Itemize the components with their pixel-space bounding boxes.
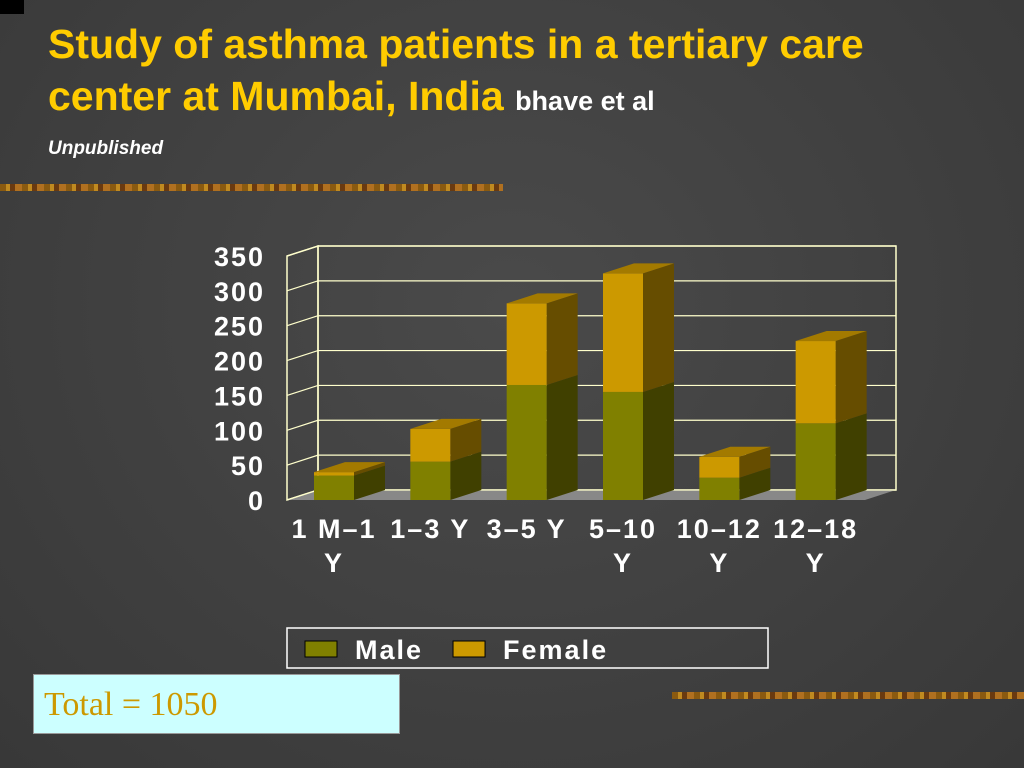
- decor-stripe: [0, 184, 503, 191]
- grid-line: [286, 245, 896, 257]
- x-tick-label: 10–12 Y: [676, 514, 762, 578]
- bar-front: [699, 477, 740, 500]
- y-tick-label: 50: [231, 451, 265, 481]
- bar-segment: [699, 467, 771, 500]
- bar-side: [546, 293, 578, 385]
- bar-side: [835, 413, 867, 500]
- legend-label: Female: [503, 635, 608, 665]
- bar-segment: [506, 293, 578, 385]
- bar-side: [450, 451, 482, 500]
- legend-label: Male: [355, 635, 423, 665]
- bar-front: [410, 461, 451, 500]
- bar-side: [546, 374, 578, 500]
- y-tick-label: 350: [214, 242, 265, 272]
- bar-front: [795, 341, 836, 424]
- y-tick-label: 0: [248, 486, 265, 516]
- x-tick-label: 5–10 Y: [588, 514, 658, 578]
- bar-segment: [699, 446, 771, 478]
- bar-side: [354, 462, 385, 476]
- grid-line: [286, 349, 896, 362]
- bar-front: [410, 428, 451, 462]
- bar-segment: [410, 451, 482, 500]
- authors: bhave et al: [515, 86, 655, 117]
- x-tick-label: 1 M–1 Y: [291, 514, 377, 578]
- x-tick-label: 12–18 Y: [773, 514, 859, 578]
- bar-side: [450, 418, 482, 462]
- bar-side: [739, 446, 771, 478]
- bar-front: [699, 456, 740, 478]
- bar-front: [603, 391, 643, 500]
- bar-top: [603, 263, 674, 274]
- y-tick-label: 150: [214, 381, 265, 411]
- grid-line: [286, 280, 896, 292]
- grid-line: [286, 419, 896, 431]
- bar-side: [643, 381, 674, 500]
- bar-front: [603, 273, 643, 392]
- side-wall: [286, 244, 319, 502]
- bar-side: [835, 331, 867, 424]
- bar-segment: [603, 381, 674, 500]
- y-tick-label: 200: [214, 347, 265, 377]
- bar-side: [354, 465, 385, 500]
- slide-title: Study of asthma patients in a tertiary c…: [48, 18, 978, 122]
- y-tick-label: 100: [214, 416, 265, 446]
- bar-segment: [506, 374, 578, 500]
- corner-mark: [0, 0, 24, 14]
- legend-swatch: [452, 640, 486, 658]
- bar-front: [506, 303, 547, 385]
- bar-segment: [795, 331, 867, 424]
- bar-front: [314, 472, 354, 476]
- bar-front: [314, 475, 354, 500]
- bar-top: [410, 418, 482, 429]
- bar-side: [643, 263, 674, 392]
- title-text: Study of asthma patients in a tertiary c…: [48, 21, 864, 120]
- legend-swatch: [304, 640, 338, 658]
- grid-line: [286, 315, 896, 327]
- bar-front: [795, 423, 836, 500]
- bar-segment: [795, 413, 867, 500]
- bar-segment: [410, 418, 482, 462]
- bar-top: [795, 331, 867, 342]
- x-tick-label: 1–3 Y: [390, 514, 471, 544]
- grid-line: [286, 454, 896, 466]
- y-tick-label: 300: [214, 277, 265, 307]
- bar-segment: [314, 462, 385, 476]
- bar-segment: [314, 465, 385, 500]
- grid-line: [286, 384, 896, 396]
- bar-top: [314, 462, 385, 473]
- legend-box: [286, 627, 769, 669]
- total-box: Total = 1050: [33, 674, 400, 734]
- bar-front: [506, 384, 547, 500]
- decor-stripe: [672, 692, 1024, 699]
- y-tick-label: 250: [214, 312, 265, 342]
- bar-top: [699, 446, 771, 457]
- bar-side: [739, 467, 771, 500]
- bar-segment: [603, 263, 674, 392]
- x-tick-label: 3–5 Y: [486, 514, 567, 544]
- note: Unpublished: [48, 138, 164, 159]
- bar-top: [506, 293, 578, 304]
